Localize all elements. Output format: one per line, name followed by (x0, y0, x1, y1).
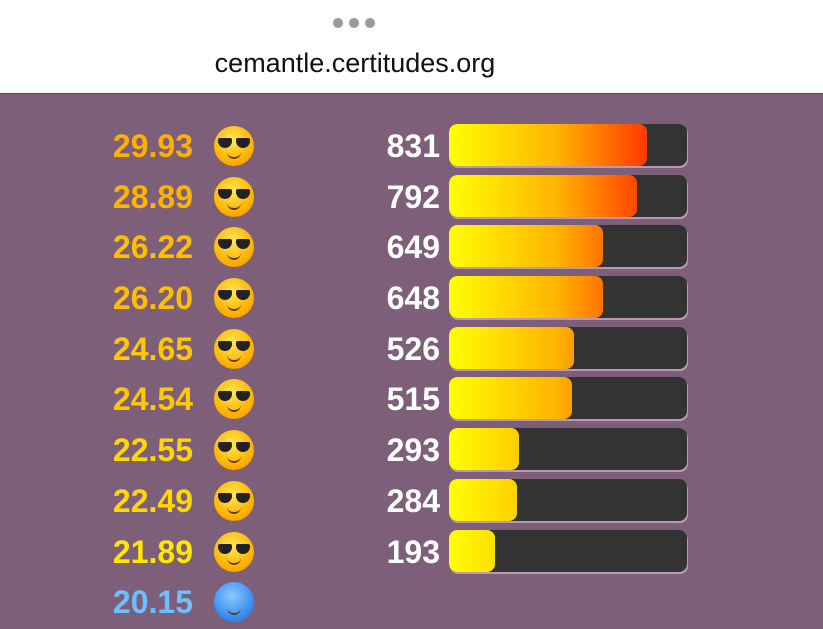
similarity-score: 26.22 (112, 229, 193, 266)
similarity-score: 28.89 (112, 178, 193, 215)
proximity-bar (449, 529, 687, 572)
smiling-face-with-sunglasses-icon (214, 328, 254, 369)
rank-number: 831 (386, 128, 440, 164)
guess-row: 26.20 648 (0, 274, 823, 325)
proximity-bar (449, 478, 687, 521)
proximity-bar-fill (449, 124, 647, 166)
proximity-bar-fill (449, 478, 517, 521)
similarity-score: 26.20 (112, 280, 193, 317)
proximity-bar-fill (449, 326, 575, 369)
proximity-bar-fill (449, 529, 495, 572)
proximity-bar-fill (449, 174, 638, 217)
rank-number: 792 (386, 178, 440, 215)
proximity-bar (449, 276, 687, 319)
guess-row: 22.49 284 (0, 477, 823, 528)
guess-list: 29.93 831 28.89 792 26.22 649 26.20 648 24.65 526… (0, 122, 823, 629)
similarity-score: 24.65 (112, 330, 193, 367)
url-display[interactable]: cemantle.certitudes.org (214, 48, 496, 78)
similarity-score: 22.49 (112, 482, 193, 519)
rank-number: 649 (386, 229, 440, 266)
smiling-face-with-sunglasses-icon (214, 278, 254, 319)
rank-number: 515 (386, 381, 440, 418)
proximity-bar (449, 326, 687, 369)
guess-row: 21.89 193 (0, 528, 823, 579)
guess-row: 24.54 515 (0, 375, 823, 426)
similarity-score: 29.93 (112, 128, 193, 164)
proximity-bar (449, 124, 687, 166)
guess-row: 20.15 (0, 578, 823, 629)
rank-number: 193 (386, 533, 440, 570)
smiling-face-with-sunglasses-icon (214, 126, 254, 166)
similarity-score: 20.15 (112, 584, 193, 621)
more-options-icon[interactable] (333, 18, 375, 28)
guess-row: 26.22 649 (0, 223, 823, 274)
guess-row: 29.93 831 (0, 122, 823, 173)
guess-row: 28.89 792 (0, 173, 823, 224)
rank-number: 526 (386, 330, 440, 367)
smiling-face-with-sunglasses-icon (214, 480, 254, 521)
proximity-bar (449, 428, 687, 471)
smiling-face-with-sunglasses-icon (214, 379, 254, 420)
smiling-face-with-sunglasses-icon (214, 531, 254, 572)
cold-face-icon (214, 582, 254, 623)
smiling-face-with-sunglasses-icon (214, 227, 254, 268)
proximity-bar-fill (449, 428, 519, 471)
guess-row: 24.65 526 (0, 325, 823, 376)
rank-number: 293 (386, 432, 440, 469)
similarity-score: 21.89 (112, 533, 193, 570)
proximity-bar-fill (449, 225, 604, 268)
rank-number: 648 (386, 280, 440, 317)
browser-bar: cemantle.certitudes.org (0, 0, 823, 94)
similarity-score: 24.54 (112, 381, 193, 418)
proximity-bar (449, 225, 687, 268)
smiling-face-with-sunglasses-icon (214, 430, 254, 471)
proximity-bar-fill (449, 377, 572, 420)
proximity-bar (449, 377, 687, 420)
similarity-score: 22.55 (112, 432, 193, 469)
rank-number: 284 (386, 482, 440, 519)
smiling-face-with-sunglasses-icon (214, 176, 254, 217)
proximity-bar-fill (449, 276, 604, 319)
guess-row: 22.55 293 (0, 426, 823, 477)
proximity-bar (449, 174, 687, 217)
